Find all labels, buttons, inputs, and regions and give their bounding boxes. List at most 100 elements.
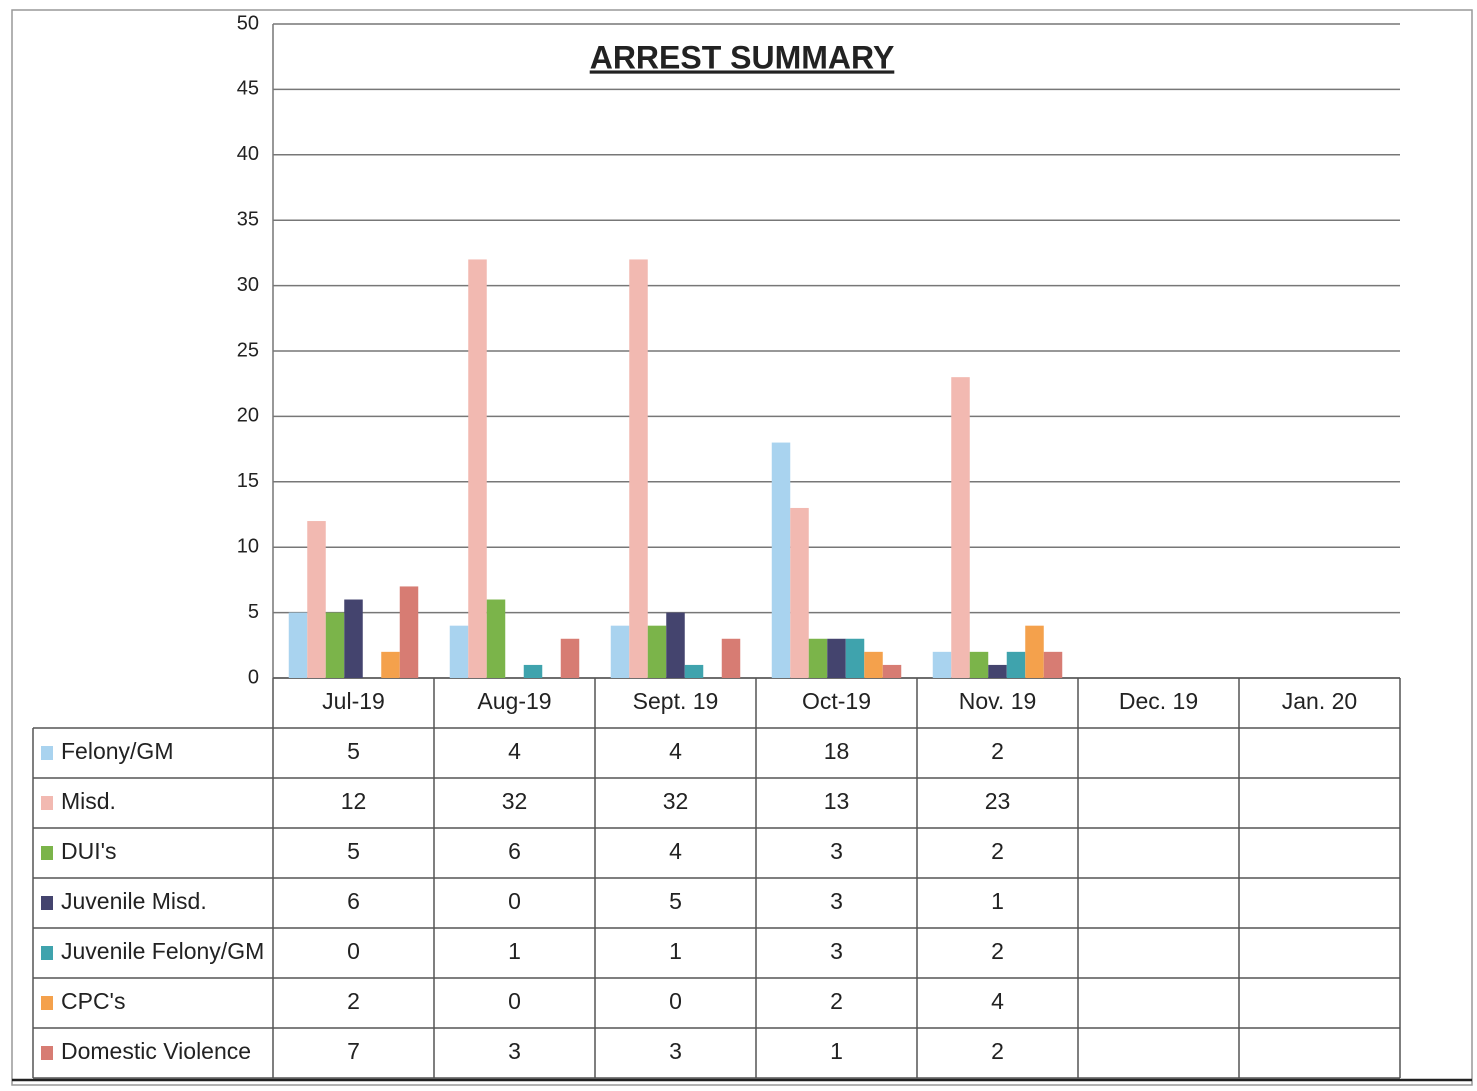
- y-tick-label: 10: [237, 535, 259, 557]
- y-tick-label: 0: [248, 666, 259, 688]
- x-tick-label: Nov. 19: [959, 688, 1037, 714]
- table-value: 13: [824, 788, 850, 814]
- bar: [486, 599, 506, 678]
- x-tick-label: Oct-19: [802, 688, 871, 714]
- bar: [288, 612, 308, 678]
- bar: [864, 651, 883, 678]
- legend-label: Domestic Violence: [61, 1038, 251, 1064]
- bar: [523, 664, 543, 678]
- bar: [827, 638, 846, 678]
- table-value: 2: [347, 988, 360, 1014]
- bar: [325, 612, 345, 678]
- legend-swatch: [41, 796, 53, 810]
- bar: [560, 638, 580, 678]
- table-value: 3: [669, 1038, 682, 1064]
- table-value: 7: [347, 1038, 360, 1064]
- bar: [449, 625, 469, 678]
- table-value: 0: [669, 988, 682, 1014]
- frame: [11, 9, 1473, 1086]
- legend-swatch: [41, 896, 53, 910]
- bar: [629, 259, 648, 678]
- table-value: 4: [508, 738, 521, 764]
- table-value: 4: [669, 738, 682, 764]
- table-value: 23: [985, 788, 1011, 814]
- table-value: 4: [991, 988, 1004, 1014]
- bar: [1006, 651, 1026, 678]
- bar: [721, 638, 741, 678]
- bar: [610, 625, 630, 678]
- y-tick-label: 35: [237, 208, 259, 230]
- table-value: 5: [347, 738, 360, 764]
- table-value: 2: [991, 838, 1004, 864]
- table-value: 18: [824, 738, 850, 764]
- bar: [969, 651, 989, 678]
- table-value: 5: [347, 838, 360, 864]
- bar: [647, 625, 667, 678]
- bar: [771, 442, 791, 678]
- legend-swatch: [41, 746, 53, 760]
- table-value: 5: [669, 888, 682, 914]
- table-value: 0: [347, 938, 360, 964]
- y-tick-label: 30: [237, 274, 259, 296]
- bar: [808, 638, 828, 678]
- x-tick-label: Jul-19: [322, 688, 385, 714]
- table-value: 1: [508, 938, 521, 964]
- legend-label: DUI's: [61, 838, 117, 864]
- table-value: 6: [347, 888, 360, 914]
- table-value: 2: [830, 988, 843, 1014]
- table-value: 3: [830, 838, 843, 864]
- legend-swatch: [41, 946, 53, 960]
- table-value: 0: [508, 888, 521, 914]
- x-tick-label: Jan. 20: [1282, 688, 1357, 714]
- bar: [468, 259, 487, 678]
- y-tick-label: 15: [237, 470, 259, 492]
- x-tick-label: Dec. 19: [1119, 688, 1198, 714]
- bar: [790, 507, 809, 678]
- legend-label: CPC's: [61, 988, 125, 1014]
- y-tick-label: 50: [237, 12, 259, 34]
- x-tick-label: Sept. 19: [633, 688, 719, 714]
- table-value: 3: [830, 888, 843, 914]
- table-value: 32: [502, 788, 528, 814]
- y-tick-label: 5: [248, 601, 259, 623]
- bar: [381, 651, 400, 678]
- legend-swatch: [41, 996, 53, 1010]
- chart-title: ARREST SUMMARY: [590, 39, 895, 75]
- bar: [988, 664, 1007, 678]
- bar: [684, 664, 704, 678]
- table-value: 2: [991, 938, 1004, 964]
- bar: [1043, 651, 1063, 678]
- bar: [399, 586, 419, 678]
- x-tick-label: Aug-19: [477, 688, 551, 714]
- table-value: 6: [508, 838, 521, 864]
- bar: [307, 521, 326, 678]
- legend-label: Felony/GM: [61, 738, 173, 764]
- y-tick-label: 45: [237, 78, 259, 100]
- bar: [1025, 625, 1044, 678]
- table-value: 2: [991, 1038, 1004, 1064]
- table-value: 1: [830, 1038, 843, 1064]
- table-value: 3: [508, 1038, 521, 1064]
- legend-swatch: [41, 1046, 53, 1060]
- table-value: 4: [669, 838, 682, 864]
- legend-label: Juvenile Felony/GM: [61, 938, 264, 964]
- bar: [666, 612, 685, 678]
- bar: [951, 377, 970, 678]
- table-value: 1: [991, 888, 1004, 914]
- bar: [882, 664, 902, 678]
- y-tick-label: 20: [237, 405, 259, 427]
- y-tick-label: 25: [237, 339, 259, 361]
- table-value: 1: [669, 938, 682, 964]
- bar: [344, 599, 363, 678]
- table-value: 12: [341, 788, 367, 814]
- legend-label: Juvenile Misd.: [61, 888, 207, 914]
- table-value: 32: [663, 788, 689, 814]
- table-value: 0: [508, 988, 521, 1014]
- bar: [932, 651, 952, 678]
- y-tick-label: 40: [237, 143, 259, 165]
- table-value: 2: [991, 738, 1004, 764]
- legend-swatch: [41, 846, 53, 860]
- table-value: 3: [830, 938, 843, 964]
- legend-label: Misd.: [61, 788, 116, 814]
